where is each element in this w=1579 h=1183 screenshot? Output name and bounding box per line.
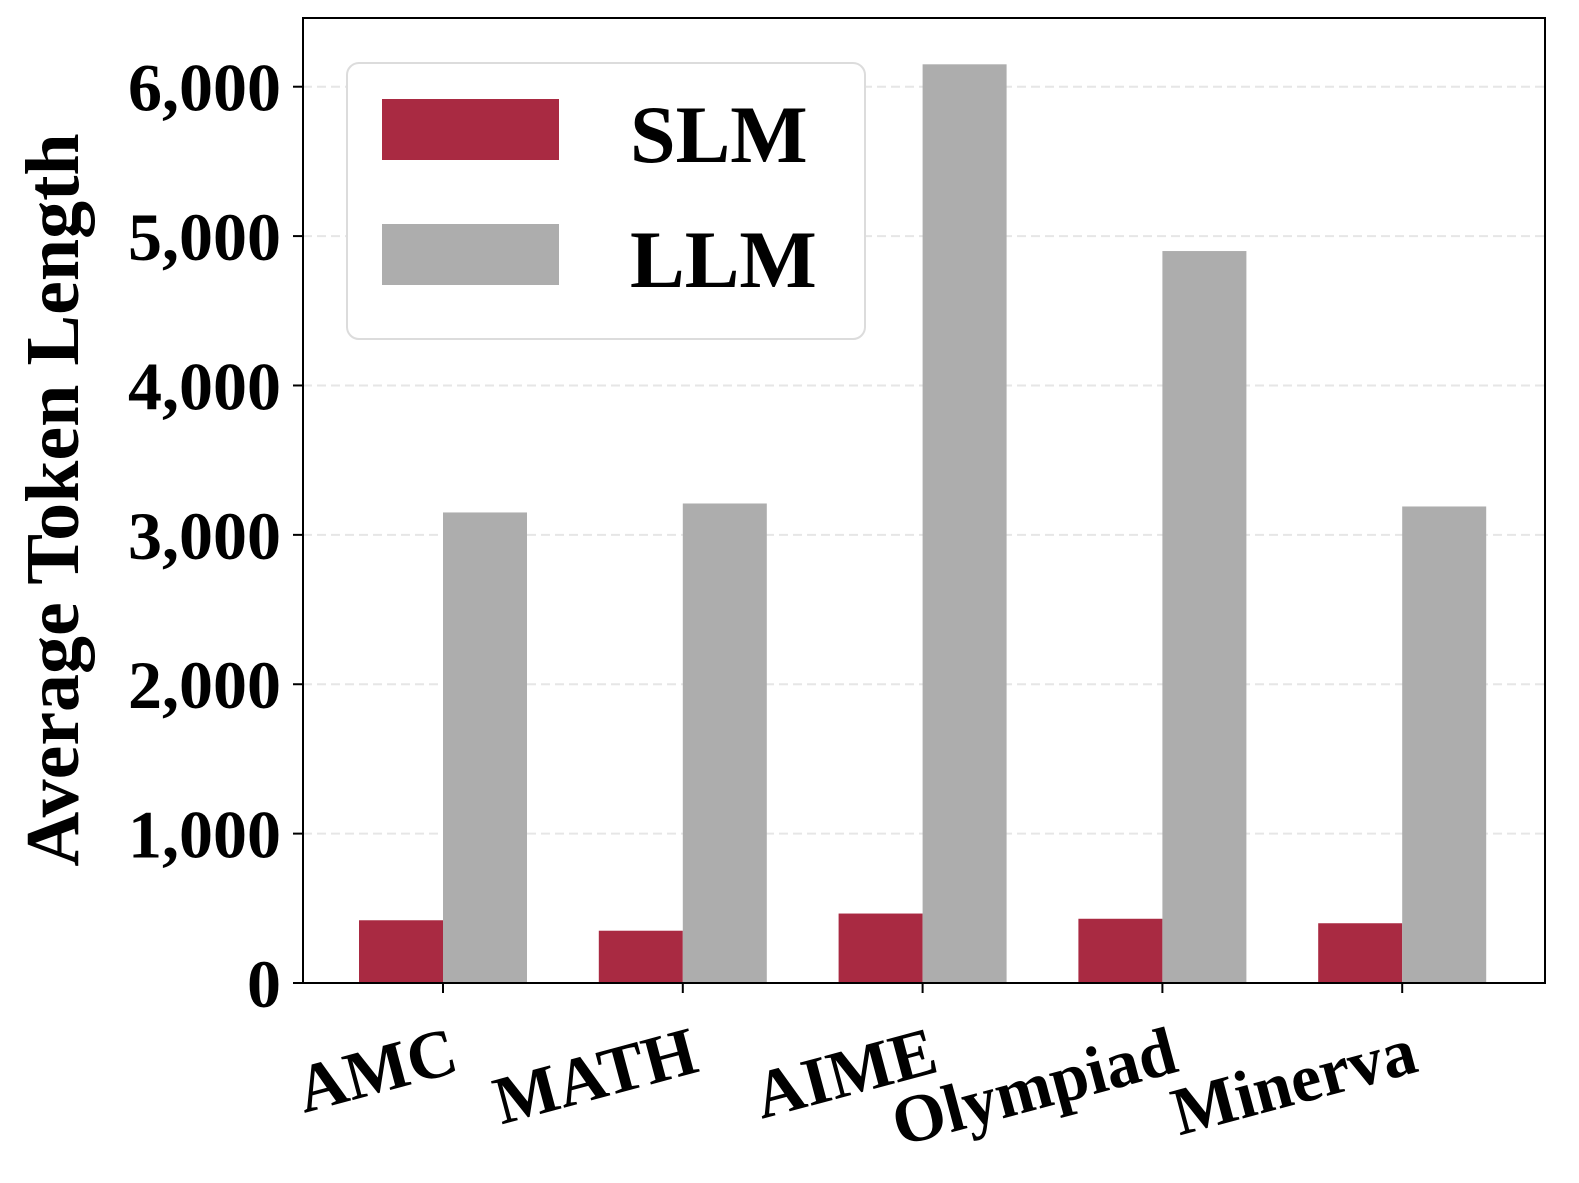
bar-llm-aime <box>922 64 1007 984</box>
bar-llm-olympiad <box>1162 251 1247 983</box>
y-tick-label: 5,000 <box>128 199 281 275</box>
legend-label-llm: LLM <box>630 214 817 305</box>
bar-slm-amc <box>359 920 443 983</box>
bar-slm-minerva <box>1318 923 1403 983</box>
bar-slm-math <box>598 930 683 983</box>
y-tick-label: 1,000 <box>128 797 281 873</box>
y-axis-label: Average Token Length <box>11 133 95 866</box>
y-tick-label: 2,000 <box>128 647 281 723</box>
bar-llm-minerva <box>1402 506 1487 983</box>
bar-llm-amc <box>443 512 527 983</box>
legend: SLM LLM <box>346 62 866 340</box>
bar-slm-aime <box>838 913 923 983</box>
x-tick-label: AMC <box>288 1012 465 1127</box>
bars <box>359 64 1487 984</box>
bar-slm-olympiad <box>1078 918 1163 983</box>
y-axis-ticks: 0 1,000 2,000 3,000 4,000 5,000 6,000 <box>128 50 303 1022</box>
legend-swatch-slm <box>382 99 559 160</box>
y-tick-label: 0 <box>247 946 281 1022</box>
y-tick-label: 3,000 <box>128 498 281 574</box>
bar-llm-math <box>682 503 767 983</box>
x-tick-label: Minerva <box>1164 1012 1424 1150</box>
x-tick-label: MATH <box>486 1012 705 1139</box>
y-tick-label: 4,000 <box>128 348 281 424</box>
legend-label-slm: SLM <box>630 89 808 180</box>
plot-frame <box>302 17 1546 984</box>
y-tick-label: 6,000 <box>128 50 281 126</box>
legend-swatch-llm <box>382 224 559 285</box>
